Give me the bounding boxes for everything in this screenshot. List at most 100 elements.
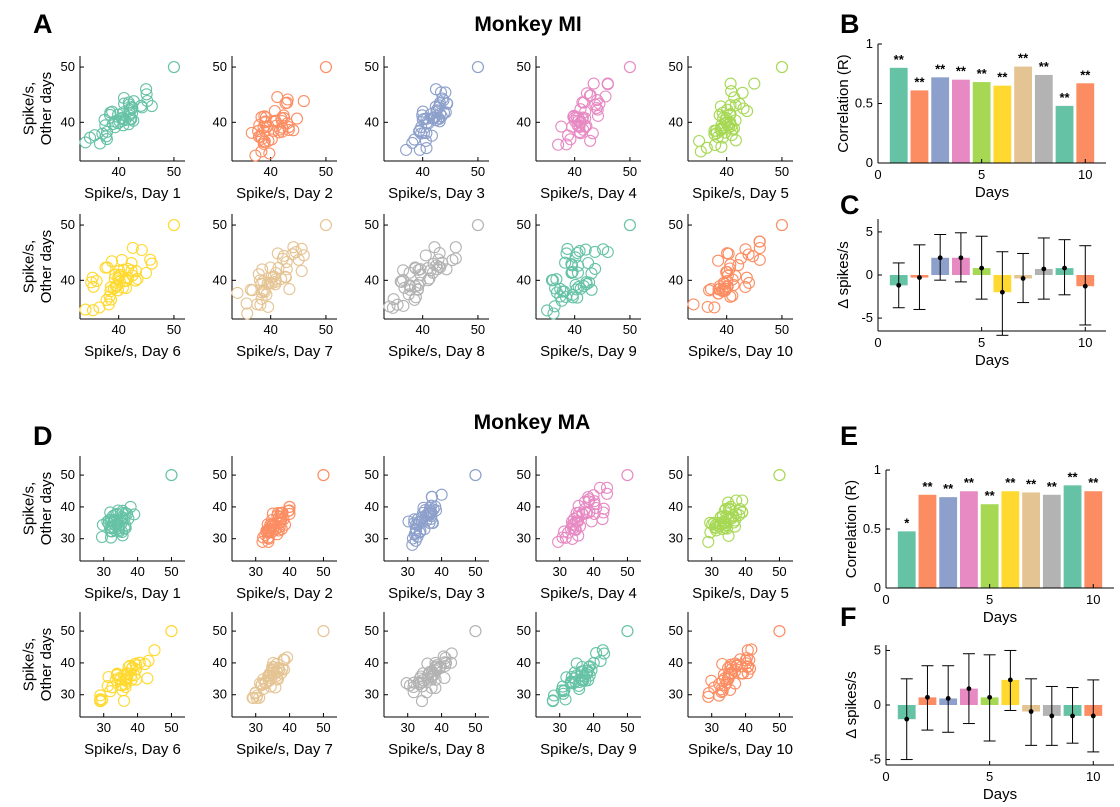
data-point [585,267,598,280]
y-tick-label: 30 [365,687,379,702]
data-point [265,271,278,284]
y-axis-label: Spike/s,Other days [21,72,55,145]
data-point [437,650,450,663]
data-point [724,658,737,671]
scatter-panel-day-9: 30 40 50 30 40 50 Spike/s, Day 9 [517,612,641,758]
data-point [597,502,610,515]
data-point [566,518,579,531]
data-point [277,653,290,666]
significance-marker: ** [1039,59,1050,74]
bar-day-3 [931,77,950,163]
data-point [148,644,161,657]
data-point [413,678,426,691]
data-point [746,250,759,263]
y-tick-label: 50 [669,467,683,482]
y-tick-label: 50 [61,623,75,638]
data-point [600,487,614,500]
data-point [736,86,749,99]
x-tick-label: 40 [434,720,448,735]
mean-dot [987,694,993,700]
y-tick-label: 40 [365,655,379,670]
data-point [700,141,713,154]
data-point [391,298,404,311]
data-point [139,266,153,280]
x-tick-label: 40 [111,164,125,179]
scatter-panel-day-2: 30 40 50 30 40 50 Spike/s, Day 2 [213,456,337,602]
data-point [734,653,747,666]
data-point [101,680,114,693]
scatter-panel-day-10: 40 50 40 50 Spike/s, Day 10 [669,214,793,360]
data-point [104,285,117,298]
x-tick-label: 30 [96,564,110,579]
data-point [102,670,115,684]
data-point [598,647,611,660]
y-tick-label: 50 [213,217,227,232]
significance-marker: ** [935,61,946,76]
scatter-panel-day-1: 30 40 50 30 40 50 Spike/s, Day 1 Spike/s,Other … [21,456,185,602]
mean-dot [925,694,930,700]
bar-day-1 [897,531,916,588]
y-tick-label: 50 [365,59,379,74]
x-tick-label: 40 [263,322,277,337]
x-axis-label: Spike/s, Day 5 [692,585,789,602]
significance-marker: ** [914,74,925,89]
significance-marker: ** [977,66,988,81]
y-tick-label: 40 [365,499,379,514]
data-point [583,506,596,519]
x-tick-label: 40 [567,322,581,337]
data-point [281,651,294,664]
x-tick-label: 50 [775,164,789,179]
data-point [289,246,302,259]
data-point [104,281,117,294]
significance-marker: ** [1067,469,1078,484]
data-point [439,651,452,665]
x-tick-label: 40 [415,322,429,337]
x-tick-label: 40 [111,322,125,337]
data-point [723,262,736,275]
data-point [740,271,753,284]
data-point [693,134,706,148]
y-tick-label: 40 [669,114,683,129]
x-tick-label: 5 [978,335,985,350]
data-point [720,265,733,279]
y-tick-label: 40 [517,499,531,514]
data-point [416,674,429,687]
data-point [297,95,310,108]
mean-dot [1041,266,1047,272]
data-point [687,298,700,311]
significance-marker: ** [956,64,967,79]
data-point [141,94,154,108]
data-point [741,667,754,680]
data-point [566,265,579,279]
data-point [416,680,429,693]
data-point [125,669,138,682]
y-tick-label: 30 [61,687,75,702]
x-tick-label: 40 [434,564,448,579]
data-point [589,262,602,275]
data-point [259,528,272,541]
data-point [565,257,578,271]
data-point [101,515,114,528]
x-tick-label: 40 [719,164,733,179]
data-point [753,253,766,266]
y-tick-label: 1 [866,36,873,51]
data-point [290,112,304,125]
reference-point [319,60,333,74]
data-point [557,687,570,700]
panel-label-d: D [33,421,53,451]
mean-dot [1007,677,1013,683]
data-point [729,134,742,147]
data-point [105,515,118,528]
data-point [570,110,583,124]
data-point [141,672,154,685]
scatter-panel-day-5: 40 50 40 50 Spike/s, Day 5 [669,56,793,202]
scatter-panel-day-10: 30 40 50 30 40 50 Spike/s, Day 10 [669,612,793,758]
data-point [547,689,561,702]
data-point [565,515,579,528]
data-point [559,256,572,269]
y-tick-label: 30 [213,687,227,702]
data-point [559,290,572,304]
data-point [395,275,408,288]
y-tick-label: 40 [213,655,227,670]
data-point [546,694,559,707]
